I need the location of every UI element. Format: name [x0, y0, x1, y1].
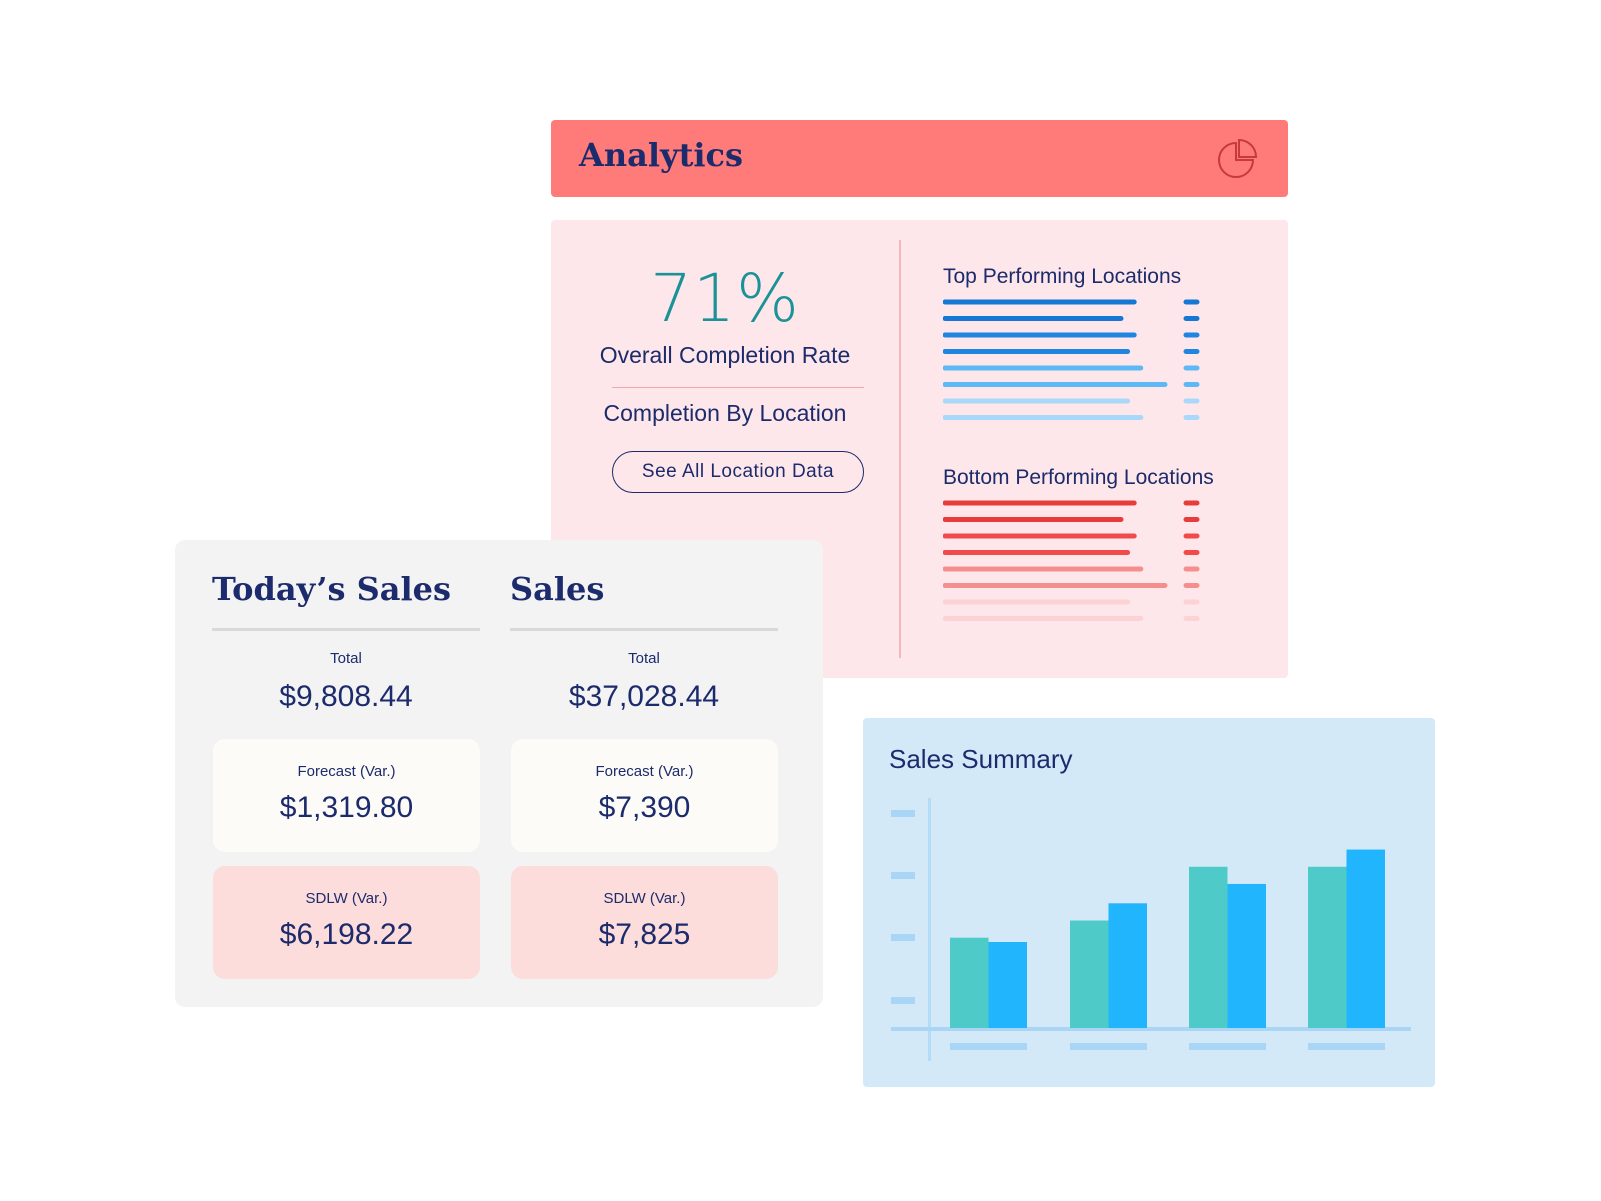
forecast-value: $1,319.80: [279, 791, 414, 824]
vertical-divider: [899, 240, 901, 658]
column-rule: [510, 628, 778, 631]
total-value: $9,808.44: [279, 680, 413, 713]
y-tick-placeholder: [891, 934, 915, 941]
todays-sales-title: Today’s Sales: [212, 570, 452, 608]
top-locations-bars: [943, 299, 1200, 420]
bottom-locations-title: Bottom Performing Locations: [943, 466, 1214, 489]
sales-column: Sales Total $37,028.44 Forecast (Var.) $…: [510, 540, 778, 1007]
top-locations-title: Top Performing Locations: [943, 265, 1182, 288]
x-tick-placeholder: [1189, 1043, 1266, 1050]
forecast-label: Forecast (Var.): [595, 763, 694, 780]
sales-summary-title: Sales Summary: [889, 744, 1073, 774]
sdlw-value: $6,198.22: [279, 918, 414, 951]
see-all-location-data-button[interactable]: See All Location Data: [612, 451, 864, 493]
total-value: $37,028.44: [568, 680, 720, 713]
bottom-locations-bars: [943, 500, 1200, 621]
x-axis: [891, 1027, 1411, 1031]
sdlw-label: SDLW (Var.): [305, 890, 388, 907]
bar-series-2: [1227, 883, 1266, 1028]
forecast-box: Forecast (Var.) $1,319.80: [213, 739, 480, 852]
sdlw-box: SDLW (Var.) $7,825: [511, 866, 778, 979]
forecast-value: $7,390: [598, 791, 691, 824]
column-rule: [212, 628, 480, 631]
bar-series-1: [1070, 920, 1109, 1028]
completion-rate-label: Overall Completion Rate: [599, 342, 851, 368]
y-tick-placeholder: [891, 810, 915, 817]
total-label: Total: [628, 650, 660, 667]
y-tick-placeholder: [891, 872, 915, 879]
completion-rate-value: 71%: [650, 260, 800, 337]
bar-series-2: [1346, 849, 1385, 1028]
bar-series-2: [1108, 903, 1147, 1028]
x-tick-placeholder: [1070, 1043, 1147, 1050]
analytics-title: Analytics: [579, 136, 744, 174]
bar-series-1: [950, 937, 989, 1028]
sdlw-label: SDLW (Var.): [603, 890, 686, 907]
sdlw-value: $7,825: [598, 918, 691, 951]
bar-series-2: [988, 942, 1027, 1028]
analytics-header: Analytics: [551, 120, 1288, 197]
pie-chart-icon[interactable]: [1216, 137, 1260, 181]
divider: [612, 387, 864, 388]
sales-summary-chart: [891, 798, 1411, 1061]
forecast-label: Forecast (Var.): [297, 763, 396, 780]
completion-by-location-label: Completion By Location: [603, 400, 847, 426]
y-axis: [928, 798, 931, 1061]
todays-sales-column: Today’s Sales Total $9,808.44 Forecast (…: [212, 540, 480, 1007]
x-tick-placeholder: [950, 1043, 1027, 1050]
total-label: Total: [330, 650, 362, 667]
bar-series-1: [1308, 866, 1347, 1028]
sdlw-box: SDLW (Var.) $6,198.22: [213, 866, 480, 979]
x-tick-placeholder: [1308, 1043, 1385, 1050]
forecast-box: Forecast (Var.) $7,390: [511, 739, 778, 852]
sales-title: Sales: [510, 570, 605, 608]
sales-card: Today’s Sales Total $9,808.44 Forecast (…: [175, 540, 823, 1007]
bar-series-1: [1189, 866, 1228, 1028]
sales-summary-card: Sales Summary: [863, 718, 1435, 1087]
y-tick-placeholder: [891, 997, 915, 1004]
